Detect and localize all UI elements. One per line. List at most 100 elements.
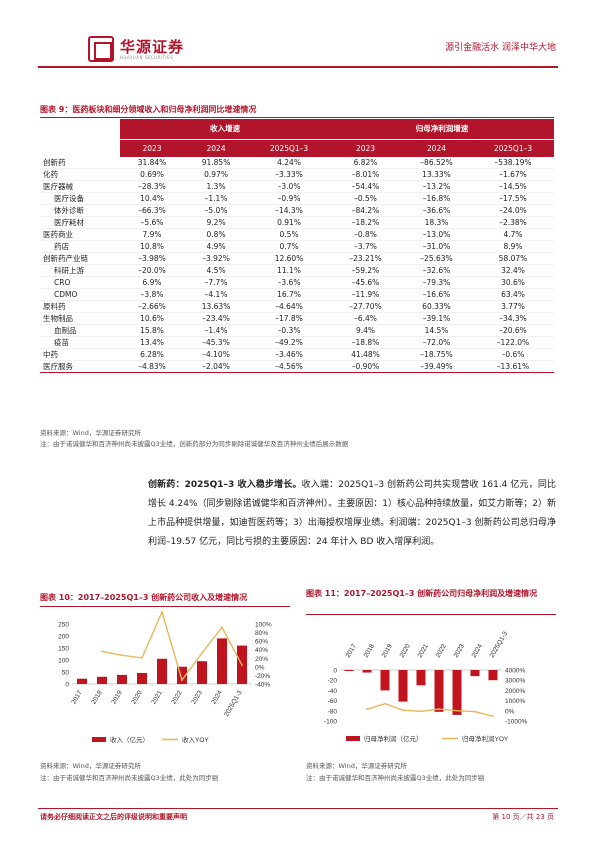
table-cell: –7.7% xyxy=(184,276,249,289)
table-cell: –0.90% xyxy=(330,360,401,373)
profit-chart: 0 -20 -40 -60 -80 -100 -1000% 0% 1000% 2000% 3000%… xyxy=(324,630,528,743)
group-header-revenue: 收入增速 xyxy=(120,119,331,139)
x-tick-label: 2022 xyxy=(435,643,448,659)
page-number: 第 10 页／共 23 页 xyxy=(492,813,554,821)
row-label: 医疗耗材 xyxy=(40,216,120,230)
table-row: CRO 6.9% –7.7% –3.6% –45.6% –79.3% 30.6% xyxy=(40,276,554,289)
row-label: CDMO xyxy=(40,288,120,301)
table-cell: 9.2% xyxy=(184,216,249,230)
bar-2021 xyxy=(157,658,167,684)
row-label: 血制品 xyxy=(40,324,120,337)
table-row: 药店 10.8% 4.9% 0.7% –3.7% –31.0% 8.9% xyxy=(40,240,554,254)
table-cell: –54.4% xyxy=(330,180,401,194)
table-row: 生物制品 10.6% –23.4% –17.8% –6.4% –39.1% –34.3% xyxy=(40,312,554,325)
y-right-tick-label: -40% xyxy=(255,682,270,689)
table-cell: –4.56% xyxy=(248,360,331,373)
y-left-tick-label: -40 xyxy=(328,688,338,695)
x-tick-label: 2022 xyxy=(170,689,183,705)
y-right-tick-label: -20% xyxy=(255,673,270,680)
table-cell: 13.33% xyxy=(401,168,472,182)
table-cell: 15.8% xyxy=(120,324,185,337)
table-cell: –5.6% xyxy=(120,216,185,230)
table-cell: –13.2% xyxy=(401,180,472,194)
table-cell: –86.52% xyxy=(401,157,472,170)
footer-divider xyxy=(38,808,558,809)
bar-2021 xyxy=(416,670,426,686)
table-cell: –27.70% xyxy=(330,300,401,313)
table-cell: 10.4% xyxy=(120,192,185,206)
table-cell: –3.46% xyxy=(248,348,331,361)
table-cell: –20.6% xyxy=(471,324,554,337)
table-cell: –0.8% xyxy=(330,228,401,242)
table-cell: –49.2% xyxy=(248,336,331,349)
yoy-point-2020 xyxy=(402,709,404,712)
table-cell: –18.75% xyxy=(401,348,472,361)
table-cell: 16.7% xyxy=(248,288,331,301)
y-left-tick-label: 200 xyxy=(58,634,69,641)
table-cell: –45.6% xyxy=(330,276,401,289)
yoy-point-2021 xyxy=(161,611,163,613)
y-right-tick-label: 40% xyxy=(255,647,268,654)
table-row: 原料药 –2.66% 13.63% –4.64% –27.70% 60.33% 3.77% xyxy=(40,300,554,313)
table-cell: –20.0% xyxy=(120,264,185,278)
table-row: 疫苗 13.4% –45.3% –49.2% –18.8% –72.0% –122.0% xyxy=(40,336,554,349)
chart10-title: 图表 10：2017–2025Q1–3 创新药公司收入及增速情况 xyxy=(40,593,248,602)
table-row: CDMO –3.8% –4.1% 16.7% –11.9% –16.6% 63.4% xyxy=(40,288,554,301)
table-cell: –28.3% xyxy=(120,180,185,194)
table-cell: –4.64% xyxy=(248,300,331,313)
table-row: 医疗设备 10.4% –1.1% –0.9% –0.5% –16.8% –17.5% xyxy=(40,192,554,206)
body-paragraph: 创新药：2025Q1–3 收入稳步增长。收入端：2025Q1–3 创新药公司共实… xyxy=(148,476,556,552)
table-cell: 18.3% xyxy=(401,216,472,230)
year-header: 2024 xyxy=(401,138,472,157)
x-tick-label: 2025Q1-3 xyxy=(489,630,510,659)
table-cell: 6.9% xyxy=(120,276,185,289)
table-cell: –66.3% xyxy=(120,204,185,218)
table-cell: –34.3% xyxy=(471,312,554,325)
table-cell: 9.4% xyxy=(330,324,401,337)
logo-seal-icon xyxy=(88,36,114,62)
y-left-tick-label: 100 xyxy=(58,658,69,665)
table-cell: –39.1% xyxy=(401,312,472,325)
x-tick-label: 2017 xyxy=(345,643,358,659)
table-row: 化药 0.69% 0.97% –3.33% –8.01% 13.33% –1.67% xyxy=(40,168,554,182)
table-cell: –0.9% xyxy=(248,192,331,206)
table-cell: –31.0% xyxy=(401,240,472,254)
table-cell: 11.1% xyxy=(248,264,331,278)
table-cell: –3.6% xyxy=(248,276,331,289)
x-tick-label: 2021 xyxy=(150,689,163,705)
legend-bar-label: 归母净利润（亿元） xyxy=(364,734,423,743)
bar-2017 xyxy=(77,678,87,684)
table-cell: –4.83% xyxy=(120,360,185,373)
y-right-tick-label: 0% xyxy=(505,708,515,715)
table-cell: –17.8% xyxy=(248,312,331,325)
table-cell: –16.8% xyxy=(401,192,472,206)
table-cell: –8.01% xyxy=(330,168,401,182)
y-right-tick-label: 4000% xyxy=(505,668,525,675)
table-cell: –2.66% xyxy=(120,300,185,313)
table-cell: –0.6% xyxy=(471,348,554,361)
table-cell: 14.5% xyxy=(401,324,472,337)
yoy-point-2022 xyxy=(181,679,183,682)
y-right-tick-label: 3000% xyxy=(505,678,525,685)
table-cell: –0.5% xyxy=(330,192,401,206)
year-header: 2024 xyxy=(184,138,249,157)
logo-name-en: HUAYUAN SECURITIES xyxy=(120,54,174,60)
table-cell: 0.7% xyxy=(248,240,331,254)
table-row: 创新药 31.84% 91.85% 4.24% 6.82% –86.52% –538.19% xyxy=(40,157,554,170)
year-header: 2025Q1–3 xyxy=(248,138,331,157)
y-right-tick-label: 0% xyxy=(255,664,265,671)
row-label: 体外诊断 xyxy=(40,204,120,218)
x-tick-label: 2018 xyxy=(363,643,376,659)
x-tick-label: 2021 xyxy=(417,643,430,659)
table-cell: –1.1% xyxy=(184,192,249,206)
row-label: 生物制品 xyxy=(40,312,120,325)
table-cell: –3.98% xyxy=(120,252,185,266)
table-cell: –23.4% xyxy=(184,312,249,325)
table-cell: 3.77% xyxy=(471,300,554,313)
bar-2023 xyxy=(197,661,207,684)
table-cell: 10.6% xyxy=(120,312,185,325)
table-cell: 8.9% xyxy=(471,240,554,254)
bar-2019 xyxy=(380,670,390,691)
legend-bar-swatch xyxy=(346,736,360,741)
row-label: 药店 xyxy=(40,240,120,254)
